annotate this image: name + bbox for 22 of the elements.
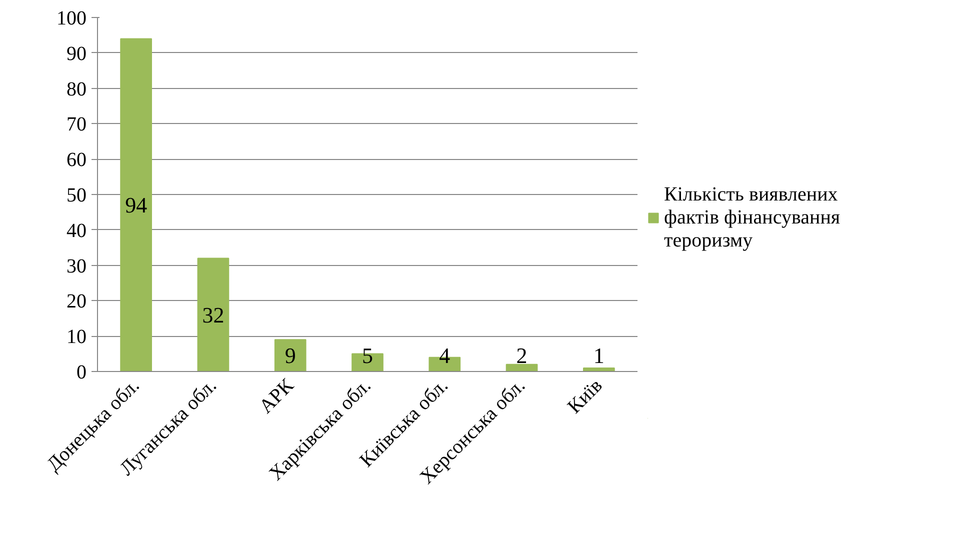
- y-tick-label: 70: [66, 114, 86, 136]
- data-label: 32: [202, 302, 224, 328]
- data-label: 9: [284, 343, 296, 368]
- data-label: 1: [593, 343, 604, 368]
- y-tick-label: 50: [66, 184, 86, 206]
- y-tick-label: 60: [66, 149, 86, 172]
- y-tick-label: 100: [56, 8, 86, 30]
- x-tick-label: Київ: [564, 374, 607, 418]
- y-tick-label: 20: [66, 290, 86, 313]
- bar: [274, 339, 306, 372]
- bar: [506, 364, 538, 372]
- y-tick-label: 30: [66, 255, 86, 278]
- y-tick-label: 10: [66, 326, 86, 348]
- bar: [120, 38, 152, 372]
- y-tick-label: 40: [66, 220, 86, 242]
- legend-label: Кількість виявлених фактів фінансування тероризму: [664, 183, 840, 252]
- data-label: 2: [516, 343, 528, 368]
- data-label: 94: [125, 192, 148, 218]
- bar: [197, 258, 230, 372]
- y-tick-label: 0: [76, 362, 86, 384]
- y-tick-label: 80: [66, 78, 86, 100]
- y-tick-label: 90: [66, 42, 86, 65]
